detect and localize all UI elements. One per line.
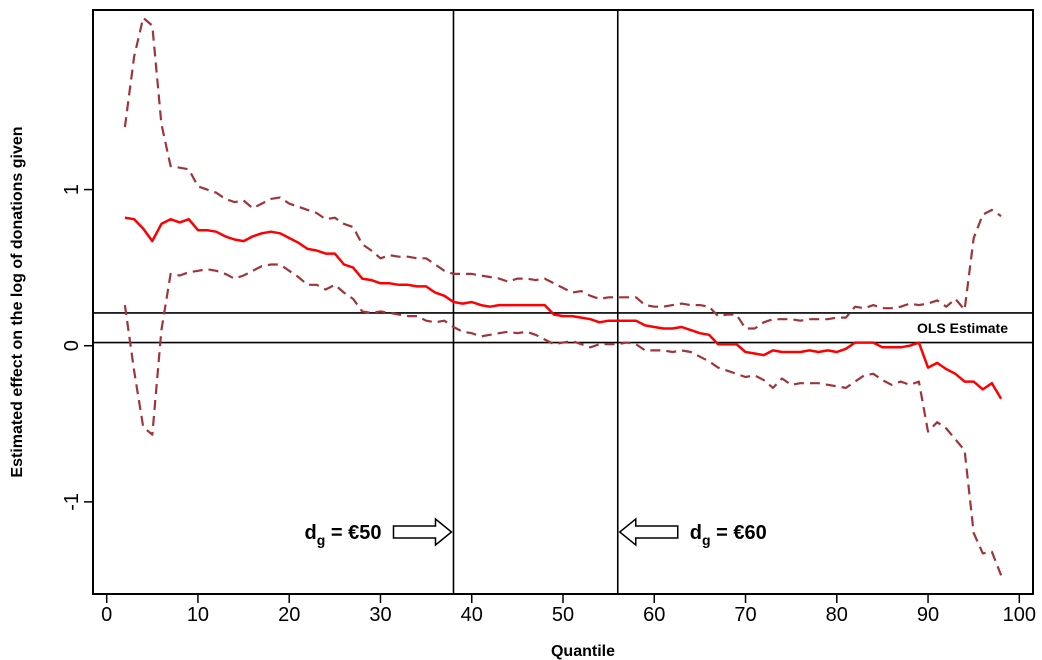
y-tick-label: 0 xyxy=(61,340,83,351)
arrow-icon xyxy=(392,517,453,547)
axes: 0 10 20 30 40 50 60 70 80 90 100 -1 0 1 xyxy=(61,184,1036,626)
x-tick-label: 30 xyxy=(369,604,391,626)
x-tick-label: 70 xyxy=(734,604,756,626)
y-axis-title: Estimated effect on the log of donations… xyxy=(9,126,26,477)
ols-estimate-label: OLS Estimate xyxy=(917,320,1008,336)
series-layer xyxy=(123,16,1003,576)
plot-frame xyxy=(92,9,1034,595)
y-tick-label: -1 xyxy=(61,493,83,511)
confidence-band-line xyxy=(123,263,1003,576)
x-tick-label: 40 xyxy=(461,604,483,626)
estimate-line xyxy=(124,216,1003,400)
x-tick-label: 20 xyxy=(278,604,300,626)
x-tick-label: 10 xyxy=(187,604,209,626)
x-tick-label: 50 xyxy=(552,604,574,626)
reference-lines xyxy=(93,10,1033,594)
threshold-label: dg = €60 xyxy=(690,522,767,548)
y-tick-label: 1 xyxy=(61,184,83,195)
x-axis-title: Quantile xyxy=(551,643,615,660)
x-tick-label: 100 xyxy=(1003,604,1036,626)
confidence-band-line xyxy=(123,16,1002,330)
x-tick-label: 90 xyxy=(917,604,939,626)
threshold-label: dg = €50 xyxy=(305,522,382,548)
annotations: OLS Estimate dg = €50 dg = €60 xyxy=(305,320,1009,548)
x-tick-label: 0 xyxy=(101,604,112,626)
x-tick-label: 60 xyxy=(643,604,665,626)
arrow-icon xyxy=(618,517,679,547)
x-tick-label: 80 xyxy=(826,604,848,626)
